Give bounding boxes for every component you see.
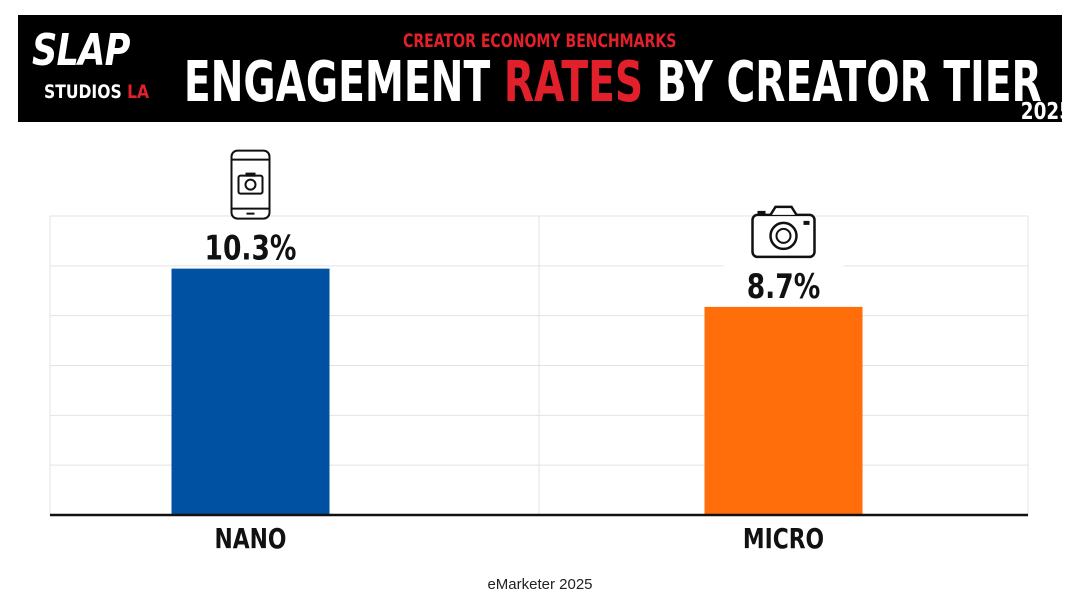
value-label-bg <box>723 262 844 303</box>
chart-subtitle: CREATOR ECONOMY BENCHMARKS <box>403 30 677 52</box>
category-label: MICRO <box>743 522 824 554</box>
logo-tagline: STUDIOS LA <box>44 81 150 103</box>
chart-title: ENGAGEMENT RATES BY CREATOR TIER <box>183 50 1042 115</box>
value-label: 10.3% <box>205 230 297 269</box>
bar-micro <box>704 306 863 515</box>
logo-wordmark: SLAP <box>32 25 130 76</box>
slap-studios-logo: SLAP STUDIOS LA <box>32 25 150 115</box>
value-label-bg <box>190 224 311 265</box>
header-banner: SLAP STUDIOS LA 2025 <box>18 15 1072 125</box>
smartphone-camera-icon <box>230 149 271 220</box>
header-year: 2025 <box>1020 99 1073 125</box>
source-note: eMarketer 2025 <box>487 576 593 593</box>
category-label: NANO <box>215 522 287 554</box>
bar-nano <box>171 268 330 515</box>
camera-icon <box>751 205 816 259</box>
value-label: 8.7% <box>747 268 821 307</box>
